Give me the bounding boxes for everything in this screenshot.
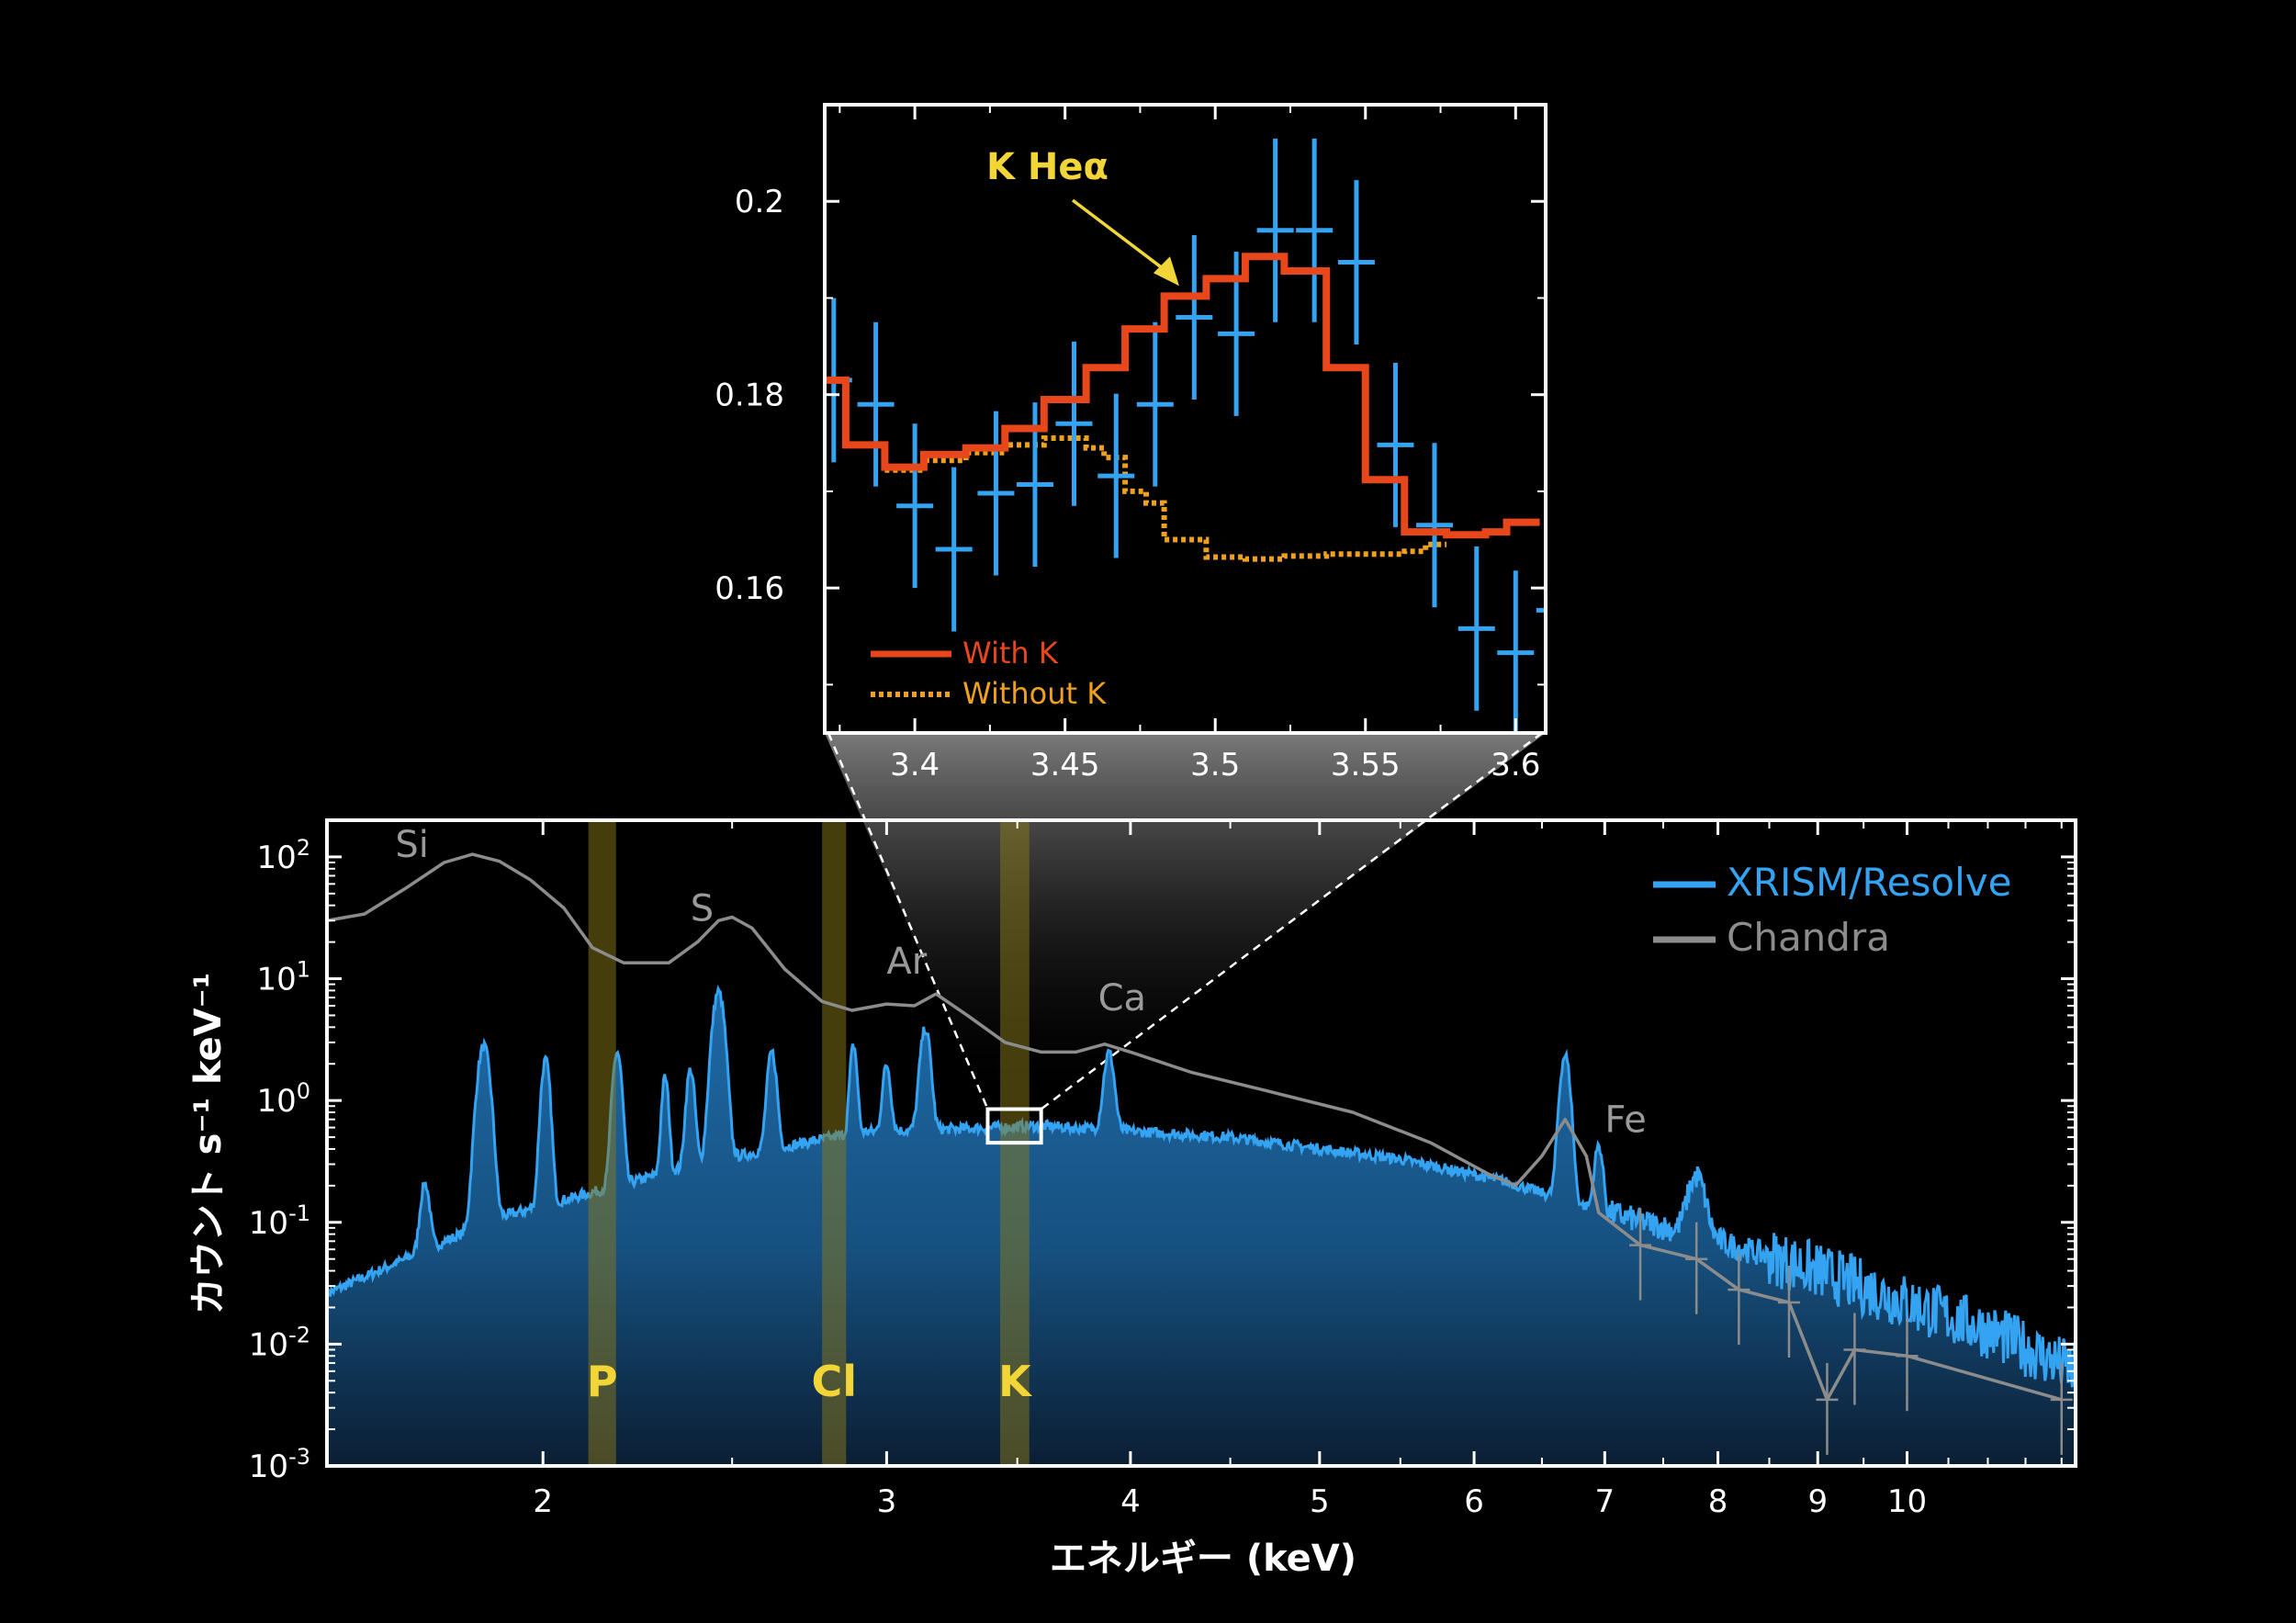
k-he-alpha-annotation: K Heα	[986, 146, 1179, 287]
x-tick-label: 3	[877, 1483, 897, 1520]
x-tick-label: 10	[1887, 1483, 1927, 1520]
band-label-k: K	[998, 1357, 1033, 1406]
y-tick-label: 102	[256, 835, 310, 876]
band-label-cl: Cl	[811, 1357, 857, 1406]
band-p	[588, 820, 616, 1466]
zoom-wedge	[825, 733, 1546, 1110]
main-legend: XRISM/Resolve Chandra	[1653, 860, 2011, 960]
inset-legend-label: With K	[962, 636, 1059, 671]
legend-label: Chandra	[1727, 915, 1890, 960]
element-label-ar: Ar	[886, 941, 927, 983]
x-tick-label: 4	[1120, 1483, 1141, 1520]
element-label-ca: Ca	[1098, 977, 1146, 1020]
y-axis-title: カウント s⁻¹ keV⁻¹	[187, 973, 230, 1315]
inset-plot-frame	[823, 103, 1548, 735]
x-tick-label: 6	[1464, 1483, 1484, 1520]
band-cl	[822, 820, 847, 1466]
y-tick-label: 100	[256, 1078, 310, 1120]
x-axis-title: エネルギー (keV)	[1050, 1538, 1356, 1580]
element-label-s: S	[691, 887, 714, 930]
inset-x-tick-label: 3.55	[1331, 747, 1401, 783]
band-label-p: P	[587, 1357, 618, 1406]
inset-x-tick-label: 3.4	[890, 747, 940, 783]
inset-legend-label: Without K	[962, 676, 1107, 711]
element-label-si: Si	[395, 824, 429, 866]
zoom-box	[985, 1107, 1043, 1145]
zoom-connector	[825, 732, 1546, 1110]
x-tick-label: 8	[1708, 1483, 1728, 1520]
xrism-line	[327, 985, 2076, 1388]
chandra-line	[327, 852, 2063, 1402]
legend-label: XRISM/Resolve	[1727, 860, 2011, 905]
inset-y-tick-label: 0.18	[715, 378, 784, 414]
element-label-fe: Fe	[1604, 1099, 1646, 1142]
x-tick-label: 2	[533, 1483, 553, 1520]
x-tick-label: 7	[1595, 1483, 1615, 1520]
xrism-fill	[327, 988, 2076, 1466]
y-tick-label: 10-2	[249, 1322, 310, 1363]
annotation-label: K Heα	[986, 146, 1109, 188]
inset-zoom-panel: 3.4 3.45 3.5 3.55 3.6 0.16 0.18 0.2 With K Witho…	[715, 103, 1548, 783]
with-k-model	[827, 253, 1540, 539]
inset-x-tick-label: 3.6	[1491, 747, 1540, 783]
zoom-dash-right	[1040, 732, 1543, 1110]
main-plot-frame	[325, 818, 2077, 1468]
y-tick-label: 10-1	[249, 1200, 310, 1242]
inset-legend: With K Without K	[871, 636, 1107, 711]
x-tick-label: 9	[1807, 1483, 1828, 1520]
inset-x-tick-label: 3.5	[1190, 747, 1240, 783]
zoom-dash-left	[827, 732, 989, 1110]
inset-y-tick-label: 0.16	[715, 570, 784, 607]
main-spectrum-panel: 2 3 4 5 6 7 8 9 10 102 101 100 10-1 10-2 10-3 Si S Ar Ca F…	[187, 818, 2077, 1580]
inset-background	[825, 105, 1546, 733]
x-tick-label: 5	[1310, 1483, 1330, 1520]
inset-x-tick-label: 3.45	[1030, 747, 1100, 783]
y-tick-label: 101	[256, 957, 310, 998]
y-tick-label: 10-3	[249, 1444, 310, 1485]
annotation-arrow-shaft	[1071, 198, 1168, 273]
without-k-model	[884, 435, 1447, 562]
inset-y-tick-label: 0.2	[735, 184, 784, 220]
annotation-arrow-head	[1153, 256, 1179, 287]
